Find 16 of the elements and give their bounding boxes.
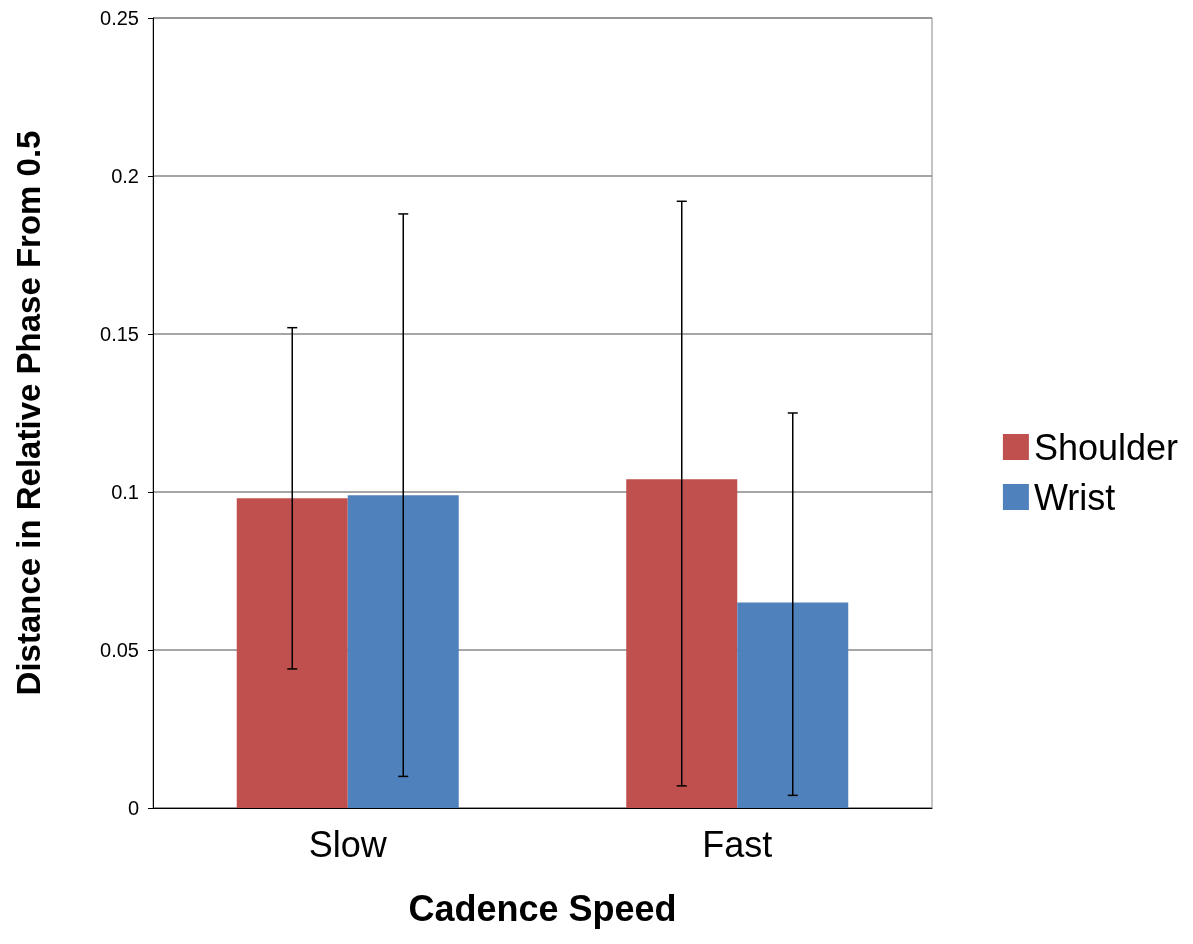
y-tick-label: 0	[127, 797, 139, 819]
bar	[236, 498, 348, 808]
y-tick-label: 0.05	[100, 639, 139, 661]
bar	[737, 602, 849, 808]
x-axis-title: Cadence Speed	[408, 887, 677, 929]
y-tick-label: 0.15	[100, 323, 139, 345]
x-tick-label: Slow	[308, 823, 388, 865]
x-tick-label: Fast	[702, 823, 773, 865]
y-axis-title: Distance in Relative Phase From 0.5	[10, 130, 47, 696]
y-tick-label: 0.25	[100, 7, 139, 29]
legend-label: Shoulder	[1033, 426, 1179, 468]
bar	[347, 495, 459, 808]
bar	[626, 479, 738, 808]
legend-label: Wrist	[1033, 476, 1116, 518]
y-tick-label: 0.2	[111, 165, 139, 187]
y-tick-label: 0.1	[111, 481, 139, 503]
